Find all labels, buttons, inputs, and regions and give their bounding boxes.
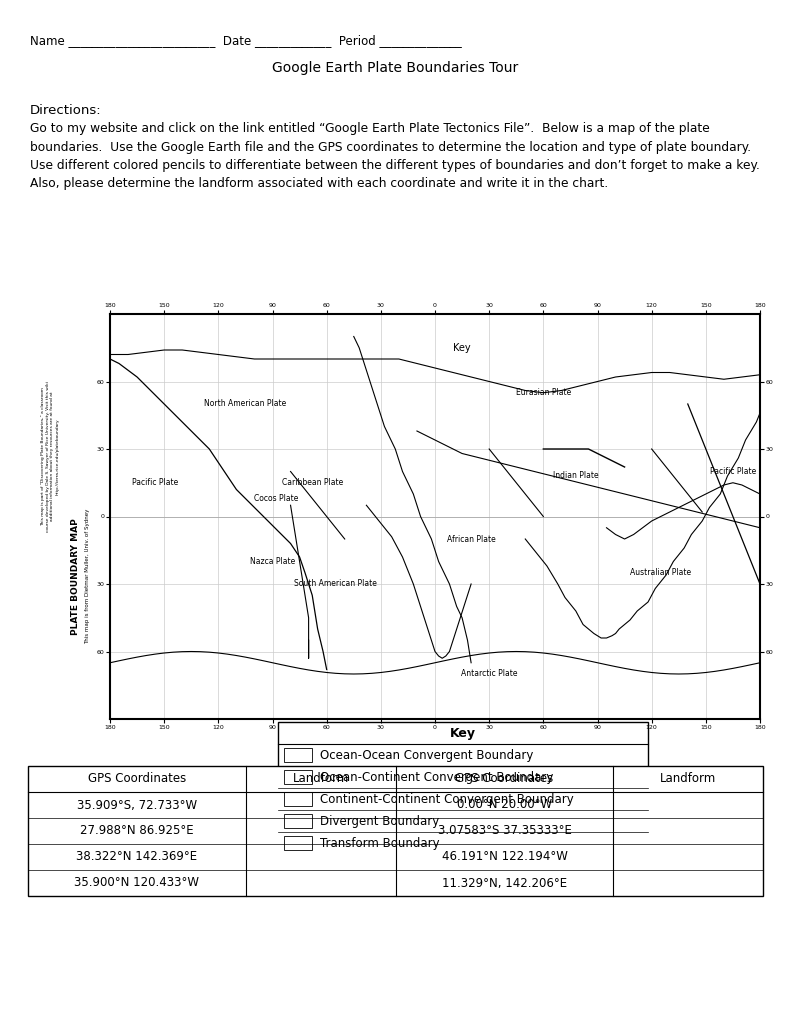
Bar [284, 748, 312, 762]
Text: Continent-Continent Convergent Boundary: Continent-Continent Convergent Boundary [320, 793, 573, 806]
Text: Indian Plate: Indian Plate [553, 471, 599, 480]
Text: Google Earth Plate Boundaries Tour: Google Earth Plate Boundaries Tour [272, 61, 518, 75]
Text: South American Plate: South American Plate [294, 580, 377, 589]
Text: Antarctic Plate: Antarctic Plate [461, 670, 517, 679]
Text: This map is part of “Discovering Plate Boundaries,” a classroom
course developed: This map is part of “Discovering Plate B… [40, 381, 59, 531]
Text: Caribbean Plate: Caribbean Plate [282, 478, 343, 487]
Bar [284, 814, 312, 828]
Text: African Plate: African Plate [447, 535, 495, 544]
Text: 46.191°N 122.194°W: 46.191°N 122.194°W [441, 851, 567, 863]
Text: This map is from Dietmar Muller, Univ. of Sydney: This map is from Dietmar Muller, Univ. o… [85, 509, 90, 644]
Text: Key: Key [450, 726, 476, 739]
Text: PLATE BOUNDARY MAP: PLATE BOUNDARY MAP [70, 518, 80, 635]
Text: 27.988°N 86.925°E: 27.988°N 86.925°E [80, 824, 194, 838]
Text: Nazca Plate: Nazca Plate [250, 557, 295, 566]
Bar [284, 836, 312, 850]
Text: Key: Key [453, 343, 471, 352]
Bar [28, 766, 763, 896]
Text: Ocean-Continent Convergent Boundary: Ocean-Continent Convergent Boundary [320, 770, 554, 783]
Text: Landform: Landform [293, 772, 349, 785]
Text: Landform: Landform [660, 772, 717, 785]
Text: GPS Coordinates: GPS Coordinates [456, 772, 554, 785]
Bar [278, 722, 648, 854]
Text: 0.00°N 20.00°W: 0.00°N 20.00°W [457, 799, 552, 811]
Text: 3.07583°S 37.35333°E: 3.07583°S 37.35333°E [437, 824, 571, 838]
Text: Name _________________________  Date _____________  Period ______________: Name _________________________ Date ____… [30, 34, 462, 47]
Text: Go to my website and click on the link entitled “Google Earth Plate Tectonics Fi: Go to my website and click on the link e… [30, 122, 760, 190]
Text: 38.322°N 142.369°E: 38.322°N 142.369°E [77, 851, 198, 863]
Bar [284, 792, 312, 806]
Text: Ocean-Ocean Convergent Boundary: Ocean-Ocean Convergent Boundary [320, 749, 533, 762]
Text: Directions:: Directions: [30, 104, 101, 117]
Text: 11.329°N, 142.206°E: 11.329°N, 142.206°E [442, 877, 567, 890]
Text: Pacific Plate: Pacific Plate [132, 478, 178, 487]
Bar [284, 770, 312, 784]
Text: Divergent Boundary: Divergent Boundary [320, 814, 439, 827]
Text: Transform Boundary: Transform Boundary [320, 837, 440, 850]
Text: GPS Coordinates: GPS Coordinates [88, 772, 186, 785]
Text: Pacific Plate: Pacific Plate [710, 467, 756, 476]
Text: 35.900°N 120.433°W: 35.900°N 120.433°W [74, 877, 199, 890]
Text: Australian Plate: Australian Plate [630, 568, 691, 578]
Text: Cocos Plate: Cocos Plate [254, 494, 298, 503]
Text: 35.909°S, 72.733°W: 35.909°S, 72.733°W [77, 799, 197, 811]
Text: Eurasian Plate: Eurasian Plate [516, 388, 571, 397]
Text: North American Plate: North American Plate [204, 399, 286, 409]
